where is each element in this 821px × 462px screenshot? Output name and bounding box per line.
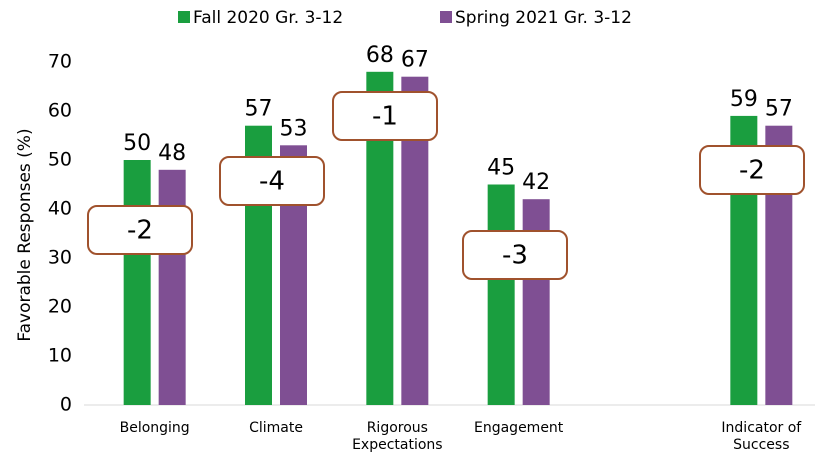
data-label: 57 <box>245 97 273 122</box>
annotation: -1 <box>372 102 398 132</box>
y-tick-label: 70 <box>48 51 72 73</box>
y-tick-label: 40 <box>48 198 72 220</box>
annotation-box <box>332 91 438 141</box>
data-label: 48 <box>158 141 186 166</box>
annotation: -3 <box>502 241 528 271</box>
y-axis-title: Favorable Responses (%) <box>15 128 35 341</box>
data-label: 53 <box>280 116 308 141</box>
y-tick-label: 30 <box>48 247 72 269</box>
data-label: 50 <box>123 131 151 156</box>
annotation: -4 <box>259 167 285 197</box>
data-label: 67 <box>401 48 429 73</box>
bar <box>487 184 515 405</box>
data-label: 59 <box>730 87 758 112</box>
annotation-box <box>219 156 325 206</box>
y-tick-label: 60 <box>48 100 72 122</box>
annotation-box <box>699 145 805 195</box>
x-tick-label: Indicator of Success <box>721 420 802 453</box>
legend-swatch <box>440 11 452 23</box>
annotation: -2 <box>739 156 765 186</box>
x-tick-label: Climate <box>249 420 303 436</box>
y-tick-label: 0 <box>60 394 72 416</box>
data-label: 45 <box>487 156 515 181</box>
legend-swatch <box>178 11 190 23</box>
data-label: 42 <box>522 170 550 195</box>
annotation: -2 <box>127 216 153 246</box>
x-tick-label: Belonging <box>119 420 190 436</box>
annotation-box <box>87 205 193 255</box>
y-tick-label: 10 <box>48 345 72 367</box>
legend-label: Spring 2021 Gr. 3-12 <box>455 8 632 28</box>
legend-label: Fall 2020 Gr. 3-12 <box>193 8 343 28</box>
data-label: 68 <box>366 43 394 68</box>
data-label: 57 <box>765 97 793 122</box>
x-tick-label: Engagement <box>474 420 564 436</box>
bar <box>123 160 151 405</box>
annotation-box <box>462 230 568 280</box>
y-tick-label: 20 <box>48 296 72 318</box>
x-tick-label: Rigorous Expectations <box>352 420 443 453</box>
y-tick-label: 50 <box>48 149 72 171</box>
